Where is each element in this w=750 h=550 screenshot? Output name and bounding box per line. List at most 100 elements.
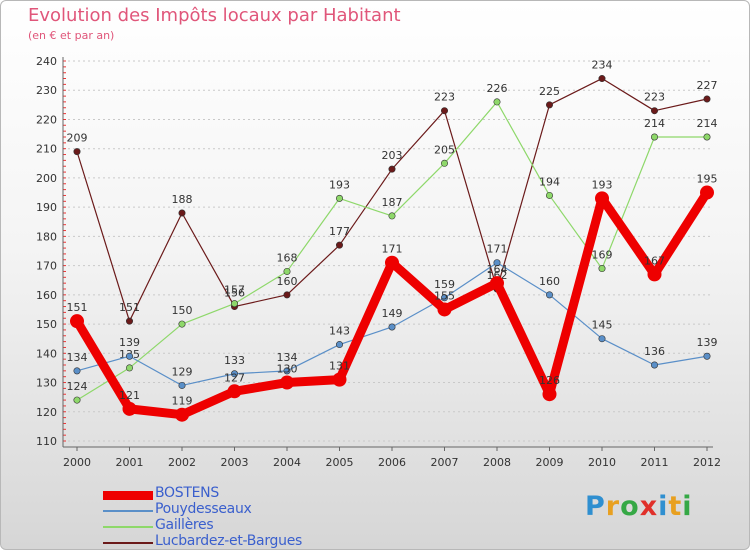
y-tick-label: 140 bbox=[36, 347, 57, 360]
data-point-bostens bbox=[542, 387, 557, 402]
data-label-lucbardez-et-bargues: 160 bbox=[277, 275, 298, 288]
data-point-pouydesseaux bbox=[178, 381, 186, 389]
data-point-gaill-res bbox=[545, 191, 553, 199]
data-point-pouydesseaux bbox=[231, 370, 239, 378]
data-label-pouydesseaux: 139 bbox=[697, 336, 718, 349]
legend-label: Lucbardez-et-Bargues bbox=[155, 533, 303, 549]
data-label-lucbardez-et-bargues: 209 bbox=[67, 132, 88, 145]
data-label-pouydesseaux: 149 bbox=[382, 307, 403, 320]
data-label-lucbardez-et-bargues: 156 bbox=[224, 287, 245, 300]
x-tick-label: 2011 bbox=[641, 456, 669, 469]
data-point-gaill-res bbox=[178, 320, 186, 328]
data-label-bostens: 171 bbox=[382, 243, 403, 256]
y-tick-label: 210 bbox=[36, 143, 57, 156]
data-label-gaill-res: 187 bbox=[382, 196, 403, 209]
data-label-pouydesseaux: 134 bbox=[277, 351, 298, 364]
y-tick-label: 230 bbox=[36, 84, 57, 97]
logo-letter: x bbox=[639, 491, 659, 522]
data-point-gaill-res bbox=[73, 396, 81, 404]
data-label-pouydesseaux: 159 bbox=[434, 278, 455, 291]
data-label-pouydesseaux: 139 bbox=[119, 336, 140, 349]
data-point-gaill-res bbox=[493, 98, 501, 106]
data-label-gaill-res: 214 bbox=[697, 117, 718, 130]
y-tick-label: 220 bbox=[36, 113, 57, 126]
data-label-lucbardez-et-bargues: 203 bbox=[382, 149, 403, 162]
data-point-pouydesseaux bbox=[283, 367, 291, 375]
data-point-lucbardez-et-bargues bbox=[335, 241, 343, 249]
data-point-gaill-res bbox=[440, 159, 448, 167]
x-tick-label: 2001 bbox=[116, 456, 144, 469]
data-point-pouydesseaux bbox=[73, 367, 81, 375]
x-tick-label: 2012 bbox=[693, 456, 721, 469]
y-tick-label: 190 bbox=[36, 201, 57, 214]
x-tick-label: 2007 bbox=[431, 456, 459, 469]
legend-label: BOSTENS bbox=[155, 485, 219, 501]
data-point-gaill-res bbox=[126, 364, 134, 372]
x-tick-label: 2003 bbox=[221, 456, 249, 469]
data-point-lucbardez-et-bargues bbox=[388, 165, 396, 173]
data-label-gaill-res: 150 bbox=[172, 304, 193, 317]
data-label-bostens: 130 bbox=[277, 363, 298, 376]
x-tick-label: 2006 bbox=[378, 456, 406, 469]
data-point-bostens bbox=[227, 384, 242, 399]
data-label-bostens: 195 bbox=[697, 173, 718, 186]
legend-swatch bbox=[103, 510, 153, 512]
data-label-lucbardez-et-bargues: 234 bbox=[592, 59, 613, 72]
x-tick-label: 2002 bbox=[168, 456, 196, 469]
logo-letter: i bbox=[682, 491, 693, 522]
data-label-gaill-res: 168 bbox=[277, 251, 298, 264]
legend-swatch bbox=[103, 542, 153, 544]
data-point-pouydesseaux bbox=[335, 341, 343, 349]
data-label-gaill-res: 205 bbox=[434, 143, 455, 156]
logo-letter: r bbox=[605, 491, 621, 522]
data-point-bostens bbox=[280, 375, 294, 390]
data-point-pouydesseaux bbox=[703, 352, 711, 360]
data-label-bostens: 193 bbox=[592, 178, 613, 191]
x-tick-label: 2008 bbox=[483, 456, 511, 469]
y-tick-label: 160 bbox=[36, 289, 57, 302]
data-label-gaill-res: 169 bbox=[592, 249, 613, 262]
x-tick-label: 2009 bbox=[536, 456, 564, 469]
data-label-pouydesseaux: 134 bbox=[67, 351, 88, 364]
data-label-gaill-res: 226 bbox=[487, 82, 508, 95]
y-tick-label: 180 bbox=[36, 230, 57, 243]
legend-label: Gaillères bbox=[155, 517, 214, 533]
chart-subtitle: (en € et par an) bbox=[28, 29, 115, 42]
data-point-bostens bbox=[595, 191, 609, 206]
data-label-lucbardez-et-bargues: 177 bbox=[329, 225, 350, 238]
data-point-lucbardez-et-bargues bbox=[126, 317, 134, 325]
data-label-gaill-res: 157 bbox=[224, 284, 245, 297]
proxiti-logo: Proxiti bbox=[585, 491, 693, 522]
data-label-pouydesseaux: 171 bbox=[487, 243, 508, 256]
legend-label: Pouydesseaux bbox=[155, 501, 252, 517]
data-point-pouydesseaux bbox=[126, 352, 134, 360]
data-label-bostens: 155 bbox=[434, 289, 455, 302]
data-label-lucbardez-et-bargues: 188 bbox=[172, 193, 193, 206]
chart-title: Evolution des Impôts locaux par Habitant bbox=[28, 5, 401, 26]
logo-letter: i bbox=[658, 491, 669, 522]
x-tick-label: 2010 bbox=[588, 456, 616, 469]
data-point-gaill-res bbox=[335, 194, 343, 202]
data-label-pouydesseaux: 129 bbox=[172, 365, 193, 378]
legend-swatch bbox=[103, 526, 153, 528]
data-label-bostens: 151 bbox=[67, 301, 88, 314]
data-point-gaill-res bbox=[388, 212, 396, 220]
data-point-lucbardez-et-bargues bbox=[178, 209, 186, 217]
data-point-gaill-res bbox=[703, 133, 711, 141]
data-label-bostens: 119 bbox=[172, 395, 193, 408]
data-label-gaill-res: 193 bbox=[329, 178, 350, 191]
data-point-bostens bbox=[700, 185, 714, 200]
logo-letter: t bbox=[668, 491, 683, 522]
logo-letter: P bbox=[585, 491, 606, 522]
data-point-lucbardez-et-bargues bbox=[703, 95, 711, 103]
y-tick-label: 150 bbox=[36, 318, 57, 331]
data-point-pouydesseaux bbox=[545, 291, 553, 299]
y-tick-label: 130 bbox=[36, 377, 57, 390]
y-tick-label: 170 bbox=[36, 260, 57, 273]
data-point-gaill-res bbox=[650, 133, 658, 141]
data-point-bostens bbox=[437, 302, 452, 317]
x-tick-label: 2000 bbox=[63, 456, 91, 469]
data-label-gaill-res: 194 bbox=[539, 175, 560, 188]
data-label-bostens: 121 bbox=[119, 389, 140, 402]
data-label-bostens: 127 bbox=[224, 371, 245, 384]
